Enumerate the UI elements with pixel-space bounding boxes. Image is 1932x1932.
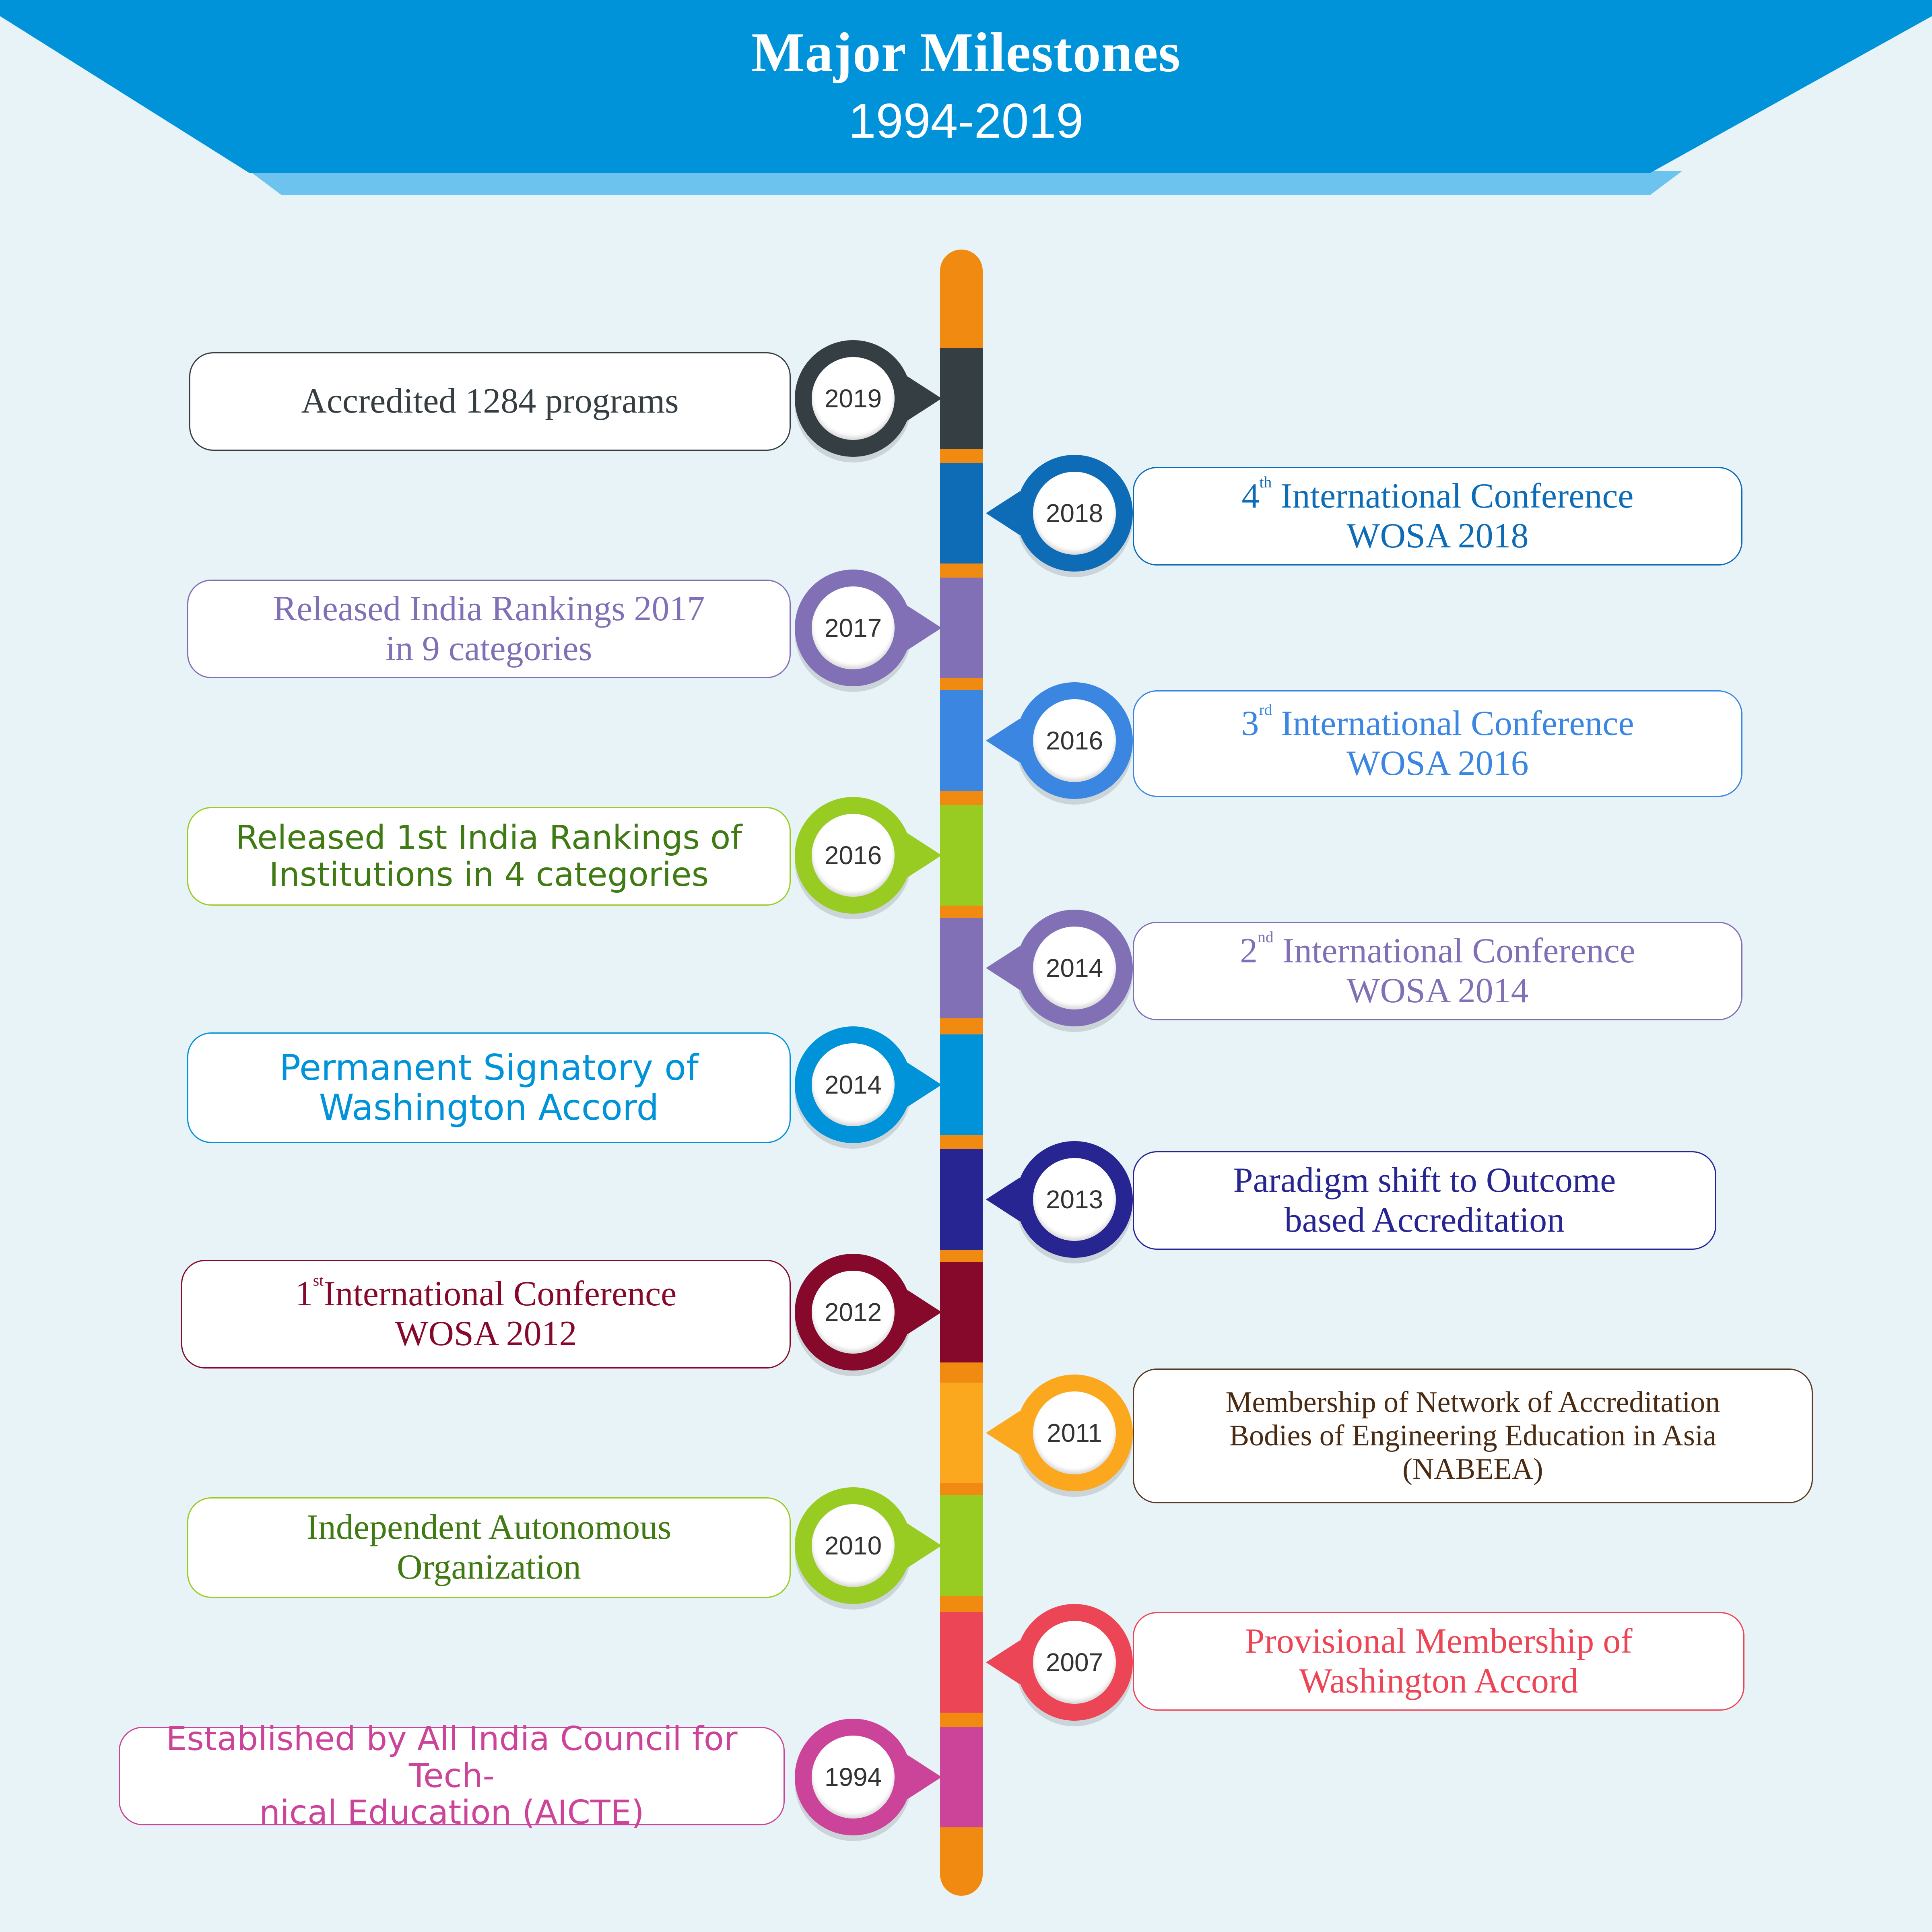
arrow-right-icon bbox=[907, 1523, 942, 1568]
arrow-right-icon bbox=[907, 1063, 942, 1107]
milestone-ordinal-suffix: nd bbox=[1258, 928, 1274, 946]
banner-light-band bbox=[249, 171, 1682, 195]
arrow-left-icon bbox=[986, 718, 1020, 763]
milestone-card: 4th International Conference WOSA 2018 bbox=[1133, 467, 1742, 566]
year-label: 2012 bbox=[812, 1271, 895, 1354]
milestone-card: Membership of Network of Accreditation B… bbox=[1133, 1368, 1813, 1503]
timeline-spine bbox=[940, 250, 983, 1896]
milestone-text: Established by All India Council for Tec… bbox=[166, 1719, 738, 1832]
spine-segment bbox=[940, 1612, 983, 1713]
year-label: 2007 bbox=[1033, 1621, 1116, 1704]
spine-segment bbox=[940, 1262, 983, 1362]
year-label: 2016 bbox=[1033, 699, 1116, 782]
milestone-text: 1stInternational Conference WOSA 2012 bbox=[295, 1271, 677, 1353]
milestone-card: Released 1st India Rankings of Instituti… bbox=[187, 807, 791, 906]
year-label: 2017 bbox=[812, 586, 895, 669]
spine-segment bbox=[940, 1383, 983, 1483]
arrow-right-icon bbox=[907, 1290, 942, 1334]
banner-shape bbox=[0, 0, 1932, 173]
spine-segment bbox=[940, 1034, 983, 1135]
year-label: 2014 bbox=[1033, 927, 1116, 1009]
milestone-ordinal: 1 bbox=[295, 1274, 313, 1314]
milestone-text: Permanent Signatory of Washington Accord bbox=[279, 1046, 699, 1128]
milestone-card: Established by All India Council for Tec… bbox=[119, 1720, 785, 1831]
arrow-left-icon bbox=[986, 1177, 1020, 1222]
spine-segment bbox=[940, 348, 983, 449]
milestone-card: Paradigm shift to Outcome based Accredit… bbox=[1133, 1151, 1716, 1250]
year-label: 2018 bbox=[1033, 472, 1116, 555]
arrow-right-icon bbox=[907, 376, 942, 421]
milestone-card: Accredited 1284 programs bbox=[189, 352, 791, 451]
spine-segment bbox=[940, 1149, 983, 1250]
year-label: 2019 bbox=[812, 357, 895, 440]
milestone-ordinal-suffix: rd bbox=[1259, 701, 1272, 719]
year-label: 1994 bbox=[812, 1736, 895, 1818]
milestone-card: 3rd International Conference WOSA 2016 bbox=[1133, 690, 1742, 797]
milestone-text: Released India Rankings 2017 in 9 catego… bbox=[273, 589, 705, 668]
year-label: 2011 bbox=[1033, 1391, 1116, 1474]
spine-segment bbox=[940, 690, 983, 791]
milestone-ordinal: 2 bbox=[1240, 931, 1258, 970]
header-banner bbox=[0, 0, 1932, 195]
milestone-card: 1stInternational Conference WOSA 2012 bbox=[181, 1260, 791, 1368]
milestone-ordinal: 3 bbox=[1241, 704, 1259, 743]
milestone-card: Provisional Membership of Washington Acc… bbox=[1133, 1612, 1744, 1711]
year-label: 2016 bbox=[812, 814, 895, 897]
page-title: Major Milestones bbox=[751, 21, 1181, 84]
milestone-text: Membership of Network of Accreditation B… bbox=[1225, 1386, 1720, 1486]
year-label: 2014 bbox=[812, 1043, 895, 1126]
arrow-left-icon bbox=[986, 1640, 1020, 1684]
spine-segment bbox=[940, 1495, 983, 1596]
spine-segment bbox=[940, 578, 983, 678]
milestone-ordinal-suffix: th bbox=[1259, 473, 1272, 491]
arrow-left-icon bbox=[986, 946, 1020, 990]
spine-segment bbox=[940, 463, 983, 564]
milestone-text: 2nd International Conference WOSA 2014 bbox=[1240, 928, 1635, 1010]
milestone-text: Independent Autonomous Organization bbox=[306, 1508, 672, 1587]
year-label: 2010 bbox=[812, 1504, 895, 1587]
milestone-card: 2nd International Conference WOSA 2014 bbox=[1133, 922, 1742, 1020]
arrow-right-icon bbox=[907, 1755, 942, 1799]
year-label: 2013 bbox=[1033, 1158, 1116, 1241]
milestone-text: Accredited 1284 programs bbox=[301, 382, 679, 421]
milestone-ordinal: 4 bbox=[1241, 476, 1260, 516]
arrow-left-icon bbox=[986, 1411, 1020, 1455]
milestone-text: 3rd International Conference WOSA 2016 bbox=[1241, 701, 1634, 783]
milestone-card: Permanent Signatory of Washington Accord bbox=[187, 1032, 791, 1143]
milestone-text: Paradigm shift to Outcome based Accredit… bbox=[1233, 1160, 1616, 1240]
arrow-right-icon bbox=[907, 833, 942, 877]
milestone-card: Released India Rankings 2017 in 9 catego… bbox=[187, 580, 791, 678]
milestone-text: 4th International Conference WOSA 2018 bbox=[1241, 473, 1634, 555]
milestone-ordinal-suffix: st bbox=[313, 1271, 324, 1289]
milestone-text: Provisional Membership of Washington Acc… bbox=[1245, 1621, 1633, 1701]
milestone-text: Released 1st India Rankings of Instituti… bbox=[235, 818, 742, 894]
spine-segment bbox=[940, 918, 983, 1018]
arrow-left-icon bbox=[986, 491, 1020, 535]
arrow-right-icon bbox=[907, 606, 942, 650]
spine-segment bbox=[940, 1727, 983, 1827]
page-subtitle: 1994-2019 bbox=[848, 93, 1084, 148]
spine-segment bbox=[940, 805, 983, 906]
milestone-card: Independent Autonomous Organization bbox=[187, 1497, 791, 1598]
